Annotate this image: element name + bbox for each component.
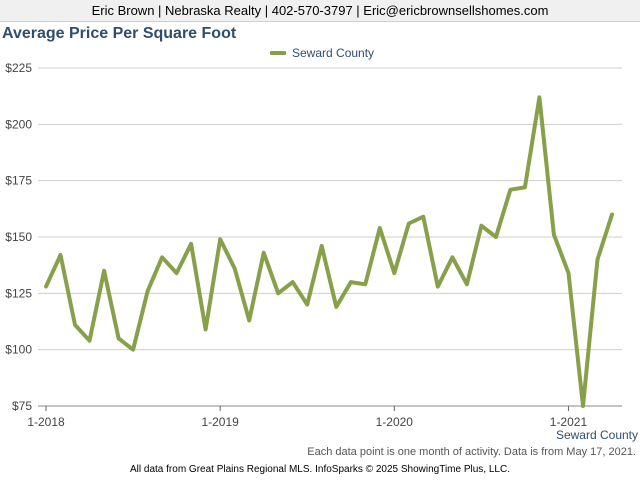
y-tick-label: $100 (5, 343, 32, 357)
footer-credit: All data from Great Plains Regional MLS.… (130, 464, 510, 475)
x-tick-label: 1-2021 (550, 415, 588, 429)
x-tick-label: 1-2019 (201, 415, 239, 429)
header-bar: Eric Brown | Nebraska Realty | 402-570-3… (0, 0, 640, 22)
x-tick-label: 1-2018 (27, 415, 65, 429)
x-axis-ticks: 1-2018 1-2019 1-2020 1-2021 (27, 406, 587, 429)
y-tick-label: $75 (12, 399, 32, 413)
legend-label: Seward County (292, 46, 375, 60)
x-tick-label: 1-2020 (376, 415, 414, 429)
grid-lines (38, 67, 622, 407)
y-tick-label: $225 (5, 61, 32, 75)
data-note: Each data point is one month of activity… (307, 446, 636, 458)
chart-title: Average Price Per Square Foot (2, 25, 237, 42)
line-chart: $75 $100 $125 $150 $175 $200 $225 1-2018 1-2019… (5, 61, 622, 429)
y-tick-label: $200 (5, 117, 32, 131)
series-line (44, 95, 614, 408)
y-tick-label: $175 (5, 174, 32, 188)
legend-swatch (270, 51, 286, 55)
y-axis-ticks: $75 $100 $125 $150 $175 $200 $225 (5, 61, 32, 413)
y-tick-label: $150 (5, 230, 32, 244)
series-layer (44, 95, 614, 408)
contact-line: Eric Brown | Nebraska Realty | 402-570-3… (91, 3, 549, 18)
legend[interactable]: Seward County (270, 45, 374, 61)
corner-series-label: Seward County (555, 428, 638, 442)
y-tick-label: $125 (5, 286, 32, 300)
